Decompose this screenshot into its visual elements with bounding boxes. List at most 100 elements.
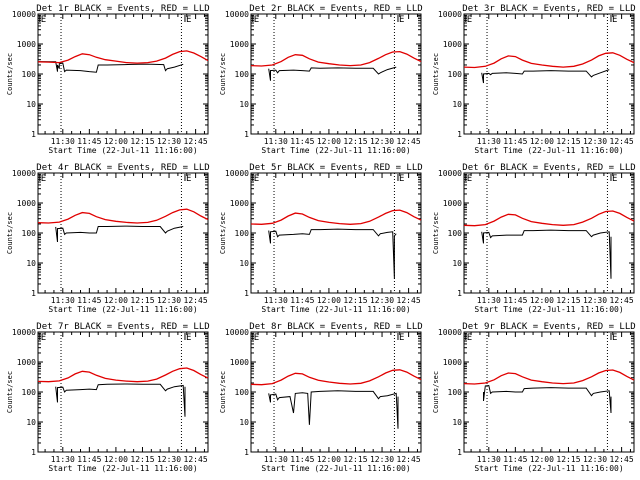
y-tick-label: 1 [244, 289, 249, 298]
panel-title: Det 7r BLACK = Events, RED = LLD [36, 322, 209, 332]
x-axis-label: Start Time (22-Jul-11 11:16:00) [261, 146, 410, 155]
panel-title: Det 3r BLACK = Events, RED = LLD [462, 4, 635, 14]
series-events-line [37, 61, 184, 73]
plot-frame [37, 331, 209, 453]
x-tick-label: 12:00 [317, 296, 341, 305]
panel-title: Det 8r BLACK = Events, RED = LLD [249, 322, 422, 332]
flag-marker-label: E [612, 333, 617, 343]
y-tick-label: 10000 [225, 169, 249, 178]
y-axis-label: Counts/sec [219, 212, 227, 254]
detector-panel-2: Det 2r BLACK = Events, RED = LLD 1 10 100 10… [219, 4, 423, 155]
y-tick-label: 10 [452, 418, 462, 427]
y-tick-label: 10000 [12, 10, 36, 19]
flag-marker-label: E [254, 174, 259, 184]
x-tick-label: 12:30 [583, 455, 607, 464]
series-lld-line [250, 369, 422, 386]
x-tick-label: 12:30 [157, 455, 181, 464]
x-tick-label: 12:15 [343, 137, 367, 146]
x-tick-label: 12:00 [317, 137, 341, 146]
x-tick-label: 11:30 [51, 455, 75, 464]
y-axis-label: Counts/sec [6, 371, 14, 413]
flag-marker-label: E [254, 15, 259, 25]
y-tick-label: 10000 [438, 10, 462, 19]
detector-panel-8: Det 8r BLACK = Events, RED = LLD 1 10 100 10… [219, 322, 423, 473]
series-lld-line [463, 210, 635, 227]
y-tick-label: 1 [457, 289, 462, 298]
x-tick-label: 12:45 [184, 296, 208, 305]
x-tick-label: 12:30 [583, 296, 607, 305]
x-tick-label: 12:45 [397, 455, 421, 464]
y-tick-label: 1 [31, 289, 36, 298]
y-tick-label: 10 [452, 259, 462, 268]
detector-panel-9: Det 9r BLACK = Events, RED = LLD 1 10 100 10… [432, 322, 636, 473]
x-axis-label: Start Time (22-Jul-11 11:16:00) [261, 305, 410, 314]
series-lld-line [37, 367, 209, 383]
series-lld-line [463, 52, 635, 69]
x-tick-label: 12:15 [556, 296, 580, 305]
x-tick-label: 12:15 [556, 455, 580, 464]
x-tick-label: 12:15 [343, 296, 367, 305]
x-axis-label: Start Time (22-Jul-11 11:16:00) [48, 464, 197, 473]
x-tick-label: 12:00 [530, 137, 554, 146]
y-tick-label: 1000 [230, 199, 249, 208]
series-events-line [55, 383, 186, 417]
flag-marker-label: E [612, 174, 617, 184]
detector-panel-4: Det 4r BLACK = Events, RED = LLD 1 10 100 10… [6, 163, 210, 314]
x-tick-label: 11:45 [77, 455, 101, 464]
y-tick-label: 100 [22, 229, 37, 238]
x-tick-label: 11:30 [51, 137, 75, 146]
y-tick-label: 100 [448, 229, 463, 238]
series-lld-line [463, 369, 635, 385]
flag-marker-label: E [41, 333, 46, 343]
x-axis-label: Start Time (22-Jul-11 11:16:00) [474, 146, 623, 155]
flag-marker-label: E [41, 174, 46, 184]
x-tick-label: 11:30 [477, 455, 501, 464]
flag-marker-label: E [467, 174, 472, 184]
x-tick-label: 12:45 [184, 455, 208, 464]
x-tick-label: 12:45 [610, 137, 634, 146]
y-tick-label: 10000 [12, 328, 36, 337]
y-tick-label: 1 [457, 448, 462, 457]
y-axis-label: Counts/sec [6, 53, 14, 95]
y-tick-label: 1000 [230, 358, 249, 367]
y-tick-label: 1 [31, 448, 36, 457]
flag-marker-label: E [186, 15, 191, 25]
flag-marker-label: E [41, 15, 46, 25]
x-tick-label: 11:45 [77, 296, 101, 305]
detector-panel-3: Det 3r BLACK = Events, RED = LLD 1 10 100 10… [432, 4, 636, 155]
y-tick-label: 1000 [17, 199, 36, 208]
y-tick-label: 10 [26, 259, 36, 268]
series-events-line [55, 225, 184, 243]
y-tick-label: 1000 [17, 40, 36, 49]
flag-marker-label: E [186, 174, 191, 184]
x-tick-label: 12:30 [370, 137, 394, 146]
y-tick-label: 10000 [225, 328, 249, 337]
x-tick-label: 11:30 [51, 296, 75, 305]
detector-panel-5: Det 5r BLACK = Events, RED = LLD 1 10 100 10… [219, 163, 423, 314]
x-tick-label: 12:00 [530, 296, 554, 305]
flag-marker-label: E [612, 15, 617, 25]
plot-frame [37, 172, 209, 294]
detector-panel-7: Det 7r BLACK = Events, RED = LLD 1 10 100 10… [6, 322, 210, 473]
flag-marker-label: E [254, 333, 259, 343]
y-tick-label: 100 [22, 70, 37, 79]
x-tick-label: 12:00 [104, 296, 128, 305]
y-tick-label: 1000 [443, 40, 462, 49]
y-tick-label: 10 [452, 100, 462, 109]
x-tick-label: 11:30 [477, 296, 501, 305]
series-lld-line [250, 50, 422, 67]
x-axis-label: Start Time (22-Jul-11 11:16:00) [474, 464, 623, 473]
x-tick-label: 12:30 [157, 296, 181, 305]
plot-frame [250, 13, 422, 135]
x-tick-label: 11:30 [264, 137, 288, 146]
x-tick-label: 11:30 [477, 137, 501, 146]
y-tick-label: 100 [235, 70, 250, 79]
y-axis-label: Counts/sec [432, 212, 440, 254]
y-tick-label: 100 [22, 388, 37, 397]
x-tick-label: 12:15 [343, 455, 367, 464]
y-tick-label: 100 [448, 388, 463, 397]
x-tick-label: 12:45 [184, 137, 208, 146]
panel-title: Det 9r BLACK = Events, RED = LLD [462, 322, 635, 332]
x-axis-label: Start Time (22-Jul-11 11:16:00) [48, 146, 197, 155]
